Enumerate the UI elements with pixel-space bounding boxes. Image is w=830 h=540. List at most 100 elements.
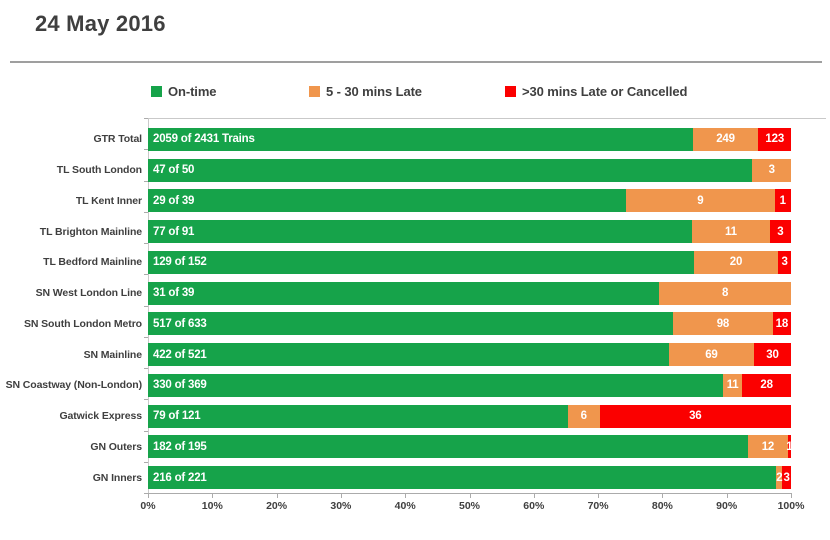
bar-value-label: 31 of 39 xyxy=(153,287,195,300)
y-axis-tick xyxy=(144,243,148,244)
bar-segment-late5-30: 8 xyxy=(659,281,791,305)
bar-segment-late5-30: 3 xyxy=(752,158,791,182)
bar-value-label: 2 xyxy=(776,471,783,484)
legend-item-ontime: On-time xyxy=(151,84,217,99)
x-axis-tick xyxy=(598,494,600,498)
category-label: GTR Total xyxy=(93,133,143,146)
legend-label: On-time xyxy=(168,84,217,99)
bar-value-label: 3 xyxy=(768,164,775,177)
y-axis-tick xyxy=(144,180,148,182)
bar-track: 79 of 121 6 36 xyxy=(148,404,791,428)
x-axis-tick xyxy=(276,494,278,498)
bar-value-label: 3 xyxy=(783,471,790,484)
bar-segment-late5-30: 11 xyxy=(723,373,743,397)
bar-value-label: 77 of 91 xyxy=(153,225,195,238)
ontime-swatch-icon xyxy=(151,86,162,97)
legend-item-late5-30: 5 - 30 mins Late xyxy=(309,84,422,99)
bar-track: 216 of 221 2 3 xyxy=(148,466,791,490)
bar-value-label: 422 of 521 xyxy=(153,348,207,361)
category-label: SN Mainline xyxy=(83,348,143,361)
category-label: SN West London Line xyxy=(35,287,143,300)
bar-value-label: 182 of 195 xyxy=(153,440,207,453)
bar-segment-late5-30: 2 xyxy=(776,466,783,490)
bar-value-label: 11 xyxy=(725,225,737,238)
title-separator xyxy=(10,61,822,63)
bar-segment-late5-30: 98 xyxy=(673,312,773,336)
plot-top-border xyxy=(148,118,826,119)
bar-value-label: 11 xyxy=(726,379,739,392)
y-axis-tick xyxy=(144,461,148,463)
bar-value-label: 29 of 39 xyxy=(153,194,195,207)
bar-segment-late30-cancelled: 18 xyxy=(772,312,791,336)
bar-value-label: 28 xyxy=(760,379,773,392)
chart-row: SN Mainline 422 of 521 69 30 xyxy=(0,339,791,370)
bar-segment-late30-cancelled: 1 xyxy=(786,435,793,459)
x-axis-tick-label: 70% xyxy=(587,500,609,512)
bar-value-label: 12 xyxy=(761,440,775,453)
y-axis-tick xyxy=(144,211,148,213)
chart-row: SN Coastway (Non-London) 330 of 369 11 28 xyxy=(0,370,791,401)
chart-legend: On-time 5 - 30 mins Late >30 mins Late o… xyxy=(0,84,830,100)
chart-row: TL Kent Inner 29 of 39 9 1 xyxy=(0,186,791,217)
category-label: Gatwick Express xyxy=(59,410,142,423)
bar-segment-late30-cancelled: 3 xyxy=(778,250,791,274)
y-axis-tick xyxy=(144,118,148,119)
x-axis-tick xyxy=(469,494,471,498)
x-axis-tick-label: 100% xyxy=(777,500,805,512)
category-label: GN Inners xyxy=(92,471,142,484)
y-axis-line xyxy=(148,118,149,493)
y-axis-tick xyxy=(144,274,148,276)
bar-segment-late5-30: 9 xyxy=(626,189,775,213)
bar-value-label: 9 xyxy=(697,194,704,207)
chart-row: GN Inners 216 of 221 2 3 xyxy=(0,462,791,493)
bar-segment-late5-30: 12 xyxy=(748,435,788,459)
x-axis-tick xyxy=(212,494,214,498)
bar-segment-ontime: 330 of 369 xyxy=(148,373,724,397)
legend-item-late30-cancelled: >30 mins Late or Cancelled xyxy=(505,84,687,99)
bar-segment-ontime: 422 of 521 xyxy=(148,343,669,367)
x-axis-tick-label: 10% xyxy=(201,500,223,512)
bar-segment-ontime: 129 of 152 xyxy=(148,250,694,274)
chart-row: SN South London Metro 517 of 633 98 18 xyxy=(0,309,791,340)
bar-value-label: 2059 of 2431 Trains xyxy=(153,133,255,146)
bar-segment-late30-cancelled: 1 xyxy=(774,189,791,213)
bar-value-label: 36 xyxy=(689,410,702,423)
x-axis-tick xyxy=(533,494,535,498)
stacked-bar-chart: GTR Total 2059 of 2431 Trains 249 123 TL Sou… xyxy=(0,124,793,493)
y-axis-tick xyxy=(144,305,148,307)
bar-value-label: 98 xyxy=(716,317,730,330)
category-label: TL Bedford Mainline xyxy=(43,256,142,269)
bar-segment-ontime: 517 of 633 xyxy=(148,312,674,336)
bar-segment-ontime: 182 of 195 xyxy=(148,435,749,459)
chart-row: TL South London 47 of 50 3 xyxy=(0,155,791,186)
category-label: TL South London xyxy=(56,164,142,177)
x-axis-tick xyxy=(662,494,664,498)
legend-label: 5 - 30 mins Late xyxy=(326,84,422,99)
x-axis-tick xyxy=(726,494,728,498)
category-label: TL Brighton Mainline xyxy=(39,225,142,238)
bar-segment-late5-30: 20 xyxy=(693,250,779,274)
x-axis-tick-label: 20% xyxy=(266,500,288,512)
chart-row: GTR Total 2059 of 2431 Trains 249 123 xyxy=(0,124,791,155)
late30-cancelled-swatch-icon xyxy=(505,86,516,97)
bar-value-label: 216 of 221 xyxy=(153,471,207,484)
bar-segment-ontime: 2059 of 2431 Trains xyxy=(148,127,693,151)
bar-segment-ontime: 31 of 39 xyxy=(148,281,660,305)
bar-segment-late30-cancelled: 30 xyxy=(753,343,791,367)
x-axis-tick xyxy=(405,494,407,498)
x-axis-tick-label: 50% xyxy=(458,500,481,512)
chart-row: TL Brighton Mainline 77 of 91 11 3 xyxy=(0,216,791,247)
bar-segment-late5-30: 6 xyxy=(567,404,600,428)
bar-track: 2059 of 2431 Trains 249 123 xyxy=(148,127,791,151)
bar-segment-late5-30: 11 xyxy=(692,220,770,244)
x-axis-tick-label: 40% xyxy=(394,500,416,512)
bar-value-label: 1 xyxy=(779,194,786,207)
bar-segment-ontime: 216 of 221 xyxy=(148,466,777,490)
bar-value-label: 18 xyxy=(775,317,789,330)
bar-value-label: 3 xyxy=(781,256,788,269)
bar-segment-late5-30: 69 xyxy=(668,343,754,367)
category-label: SN Coastway (Non-London) xyxy=(5,379,143,392)
category-label: TL Kent Inner xyxy=(75,194,142,207)
chart-row: Gatwick Express 79 of 121 6 36 xyxy=(0,401,791,432)
